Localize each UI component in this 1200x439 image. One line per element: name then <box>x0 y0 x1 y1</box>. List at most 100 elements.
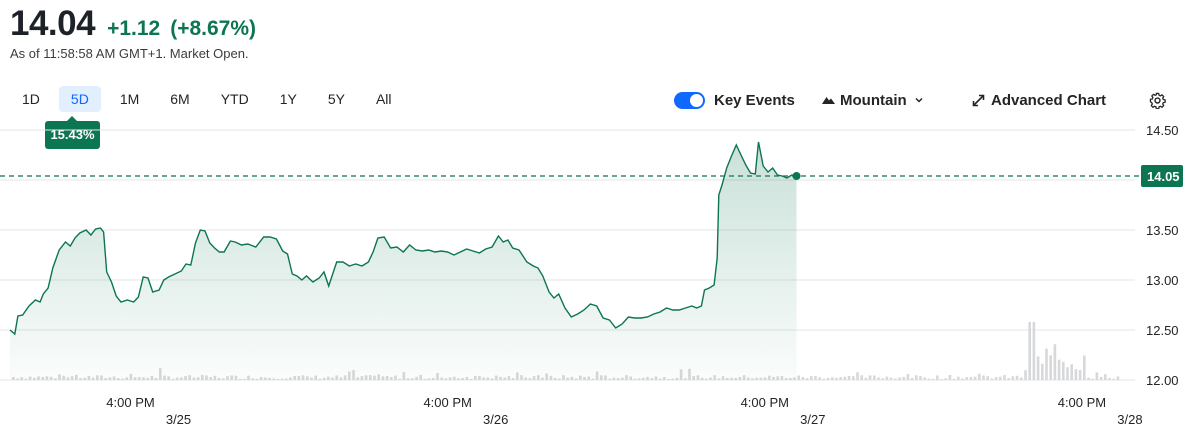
volume-bar <box>986 376 989 380</box>
volume-bar <box>877 377 880 380</box>
volume-bar <box>978 373 981 380</box>
advanced-chart-button[interactable]: Advanced Chart <box>972 86 1106 114</box>
range-tab-all[interactable]: All <box>375 91 392 107</box>
advanced-chart-label: Advanced Chart <box>991 91 1107 109</box>
volume-bar <box>927 378 931 380</box>
volume-bar <box>1083 355 1086 380</box>
y-tick-label: 12.50 <box>1146 323 1179 338</box>
range-tab-6m[interactable]: 6M <box>170 91 190 107</box>
volume-bar <box>952 378 956 380</box>
x-tick-time: 4:00 PM <box>106 395 154 410</box>
volume-bar <box>1007 378 1010 380</box>
quote-header: 14.04 +1.12 (+8.67%) <box>10 4 256 44</box>
volume-bar <box>873 375 876 380</box>
period-change-badge: 15.43% <box>45 116 100 149</box>
volume-bar <box>1066 367 1069 380</box>
y-tick-label: 14.50 <box>1146 123 1179 138</box>
volume-bar <box>982 375 985 380</box>
volume-bar <box>1062 361 1065 380</box>
volume-bar <box>852 376 855 380</box>
range-tab-5y[interactable]: 5Y <box>327 91 345 107</box>
volume-bar <box>1099 377 1103 380</box>
as-of-timestamp: As of 11:58:58 AM GMT+1. Market Open. <box>10 46 249 61</box>
volume-bar <box>810 376 813 380</box>
settings-button[interactable] <box>1149 86 1166 114</box>
chart-type-dropdown[interactable]: Mountain <box>822 86 924 114</box>
volume-bar <box>936 375 939 380</box>
volume-bar <box>1011 376 1015 380</box>
volume-bar <box>860 375 863 380</box>
volume-bar <box>1104 374 1107 380</box>
volume-bar <box>835 377 838 380</box>
volume-bar <box>1070 364 1073 380</box>
volume-bar <box>973 376 977 380</box>
volume-bar <box>1078 370 1082 380</box>
volume-bar <box>1036 356 1040 380</box>
range-tab-5d[interactable]: 5D <box>58 86 101 112</box>
volume-bar <box>1028 322 1031 380</box>
volume-bar <box>1053 344 1057 380</box>
volume-bar <box>856 372 859 380</box>
volume-bar <box>831 377 834 380</box>
y-tick-label: 13.50 <box>1146 223 1179 238</box>
volume-bar <box>944 378 947 380</box>
price: 14.04 <box>10 4 96 43</box>
volume-bar <box>1108 378 1111 380</box>
toggle-knob <box>690 93 703 107</box>
price-change: +1.12 <box>107 17 161 40</box>
volume-bar <box>805 378 809 380</box>
volume-bar <box>797 375 800 380</box>
range-tab-1y[interactable]: 1Y <box>279 91 297 107</box>
volume-bar <box>940 379 943 380</box>
volume-bar <box>965 377 968 380</box>
volume-bar <box>1057 359 1061 380</box>
x-tick-date: 3/28 <box>1117 412 1142 427</box>
volume-bar <box>864 377 868 380</box>
volume-bar <box>898 377 901 380</box>
y-tick-label: 13.00 <box>1146 273 1179 288</box>
volume-bar <box>990 378 994 380</box>
x-tick-date: 3/27 <box>800 412 825 427</box>
volume-bar <box>1091 378 1094 380</box>
volume-bar <box>915 375 918 380</box>
price-area <box>10 142 797 380</box>
volume-bar <box>994 377 998 380</box>
volume-bar <box>957 376 960 380</box>
volume-bar <box>1087 377 1090 380</box>
volume-bar <box>1095 372 1099 380</box>
toggle-switch[interactable] <box>674 91 705 109</box>
volume-bar <box>1041 363 1044 380</box>
volume-bar <box>847 375 851 380</box>
volume-bar <box>969 377 973 380</box>
range-tab-ytd[interactable]: YTD <box>220 91 249 107</box>
expand-arrows-icon <box>972 94 985 106</box>
volume-bar <box>1032 322 1036 380</box>
range-tab-1m[interactable]: 1M <box>119 91 140 107</box>
x-tick-time: 4:00 PM <box>423 395 471 410</box>
volume-bar <box>826 377 830 380</box>
volume-bar <box>868 375 872 380</box>
volume-bar <box>801 377 805 380</box>
price-line <box>9 141 797 336</box>
volume-bar <box>885 376 889 380</box>
volume-bar <box>948 375 952 380</box>
volume-bar <box>1015 375 1019 380</box>
range-tab-1d[interactable]: 1D <box>22 91 40 107</box>
volume-bar <box>839 377 842 380</box>
volume-bar <box>910 378 914 380</box>
range-tabs: 1D 5D 1M 6M YTD 1Y 5Y All <box>10 86 411 112</box>
volume-bar <box>1020 377 1023 380</box>
volume-bar <box>814 376 817 380</box>
volume-bar <box>881 378 884 380</box>
volume-bar <box>822 378 826 380</box>
volume-bar <box>1045 348 1048 380</box>
volume-bar <box>1024 370 1027 380</box>
last-price-tag: 14.05 <box>1141 165 1183 187</box>
x-tick-date: 3/25 <box>166 412 191 427</box>
volume-bar <box>818 377 821 380</box>
key-events-toggle[interactable]: Key Events <box>674 86 795 114</box>
volume-bar <box>906 374 910 380</box>
key-events-label: Key Events <box>714 91 795 109</box>
